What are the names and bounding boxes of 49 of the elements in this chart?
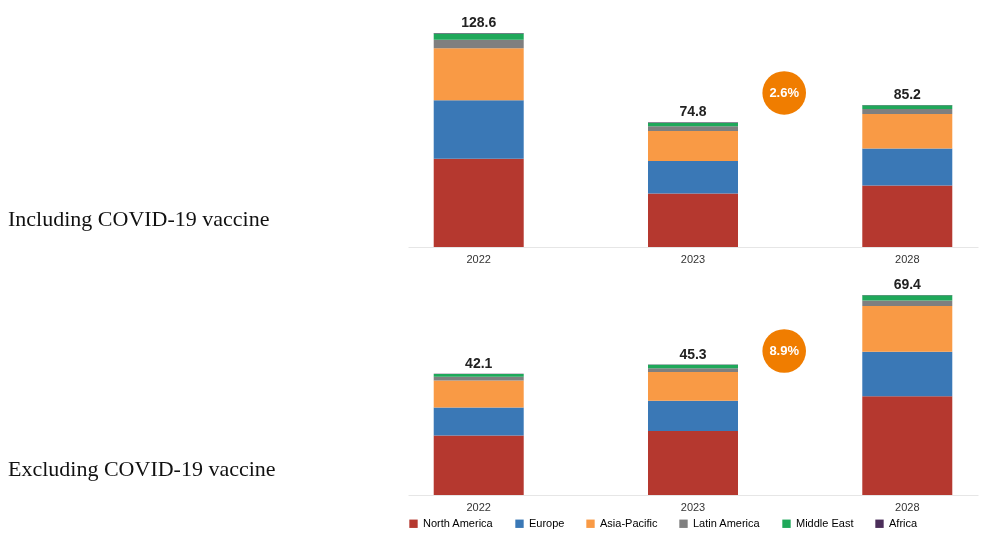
legend-label: Latin America (693, 516, 761, 529)
annotation: 74.8 (679, 103, 707, 120)
legend-label: Africa (889, 516, 918, 529)
x-tick-label: 2023 (680, 500, 706, 513)
annotation: 85.2 (893, 85, 922, 102)
bar (862, 300, 953, 306)
bar (648, 400, 738, 431)
bar (648, 431, 738, 495)
x-tick-label: 2022 (466, 500, 491, 513)
bar (433, 158, 524, 247)
bar (433, 435, 524, 495)
annotation: 128.6 (461, 14, 497, 30)
annotation: 2.6% (769, 84, 800, 100)
bar (433, 380, 524, 408)
bar (862, 108, 953, 114)
x-tick-label: 2023 (680, 252, 706, 265)
y-axis-title: Including COVID-19 vaccine (8, 206, 270, 232)
bar (433, 39, 524, 49)
annotation: 42.1 (465, 354, 493, 371)
bar (433, 376, 524, 381)
bar (648, 126, 738, 132)
bar (648, 131, 738, 161)
annotation: 69.4 (893, 276, 922, 292)
annotation: 45.3 (679, 345, 707, 362)
y-axis-title: Excluding COVID-19 vaccine (8, 456, 276, 481)
bar (433, 407, 524, 436)
legend-label: Middle East (796, 516, 854, 529)
bar (862, 306, 953, 352)
bar (862, 148, 953, 186)
legend-label: North America (423, 516, 494, 529)
bar (862, 185, 953, 247)
bar (862, 295, 953, 301)
legend-label: Asia-Pacific (600, 516, 658, 529)
bar (648, 364, 738, 369)
bar (648, 372, 738, 401)
bar (433, 33, 524, 40)
x-tick-label: 2022 (466, 252, 491, 265)
bar (862, 113, 953, 149)
bar (648, 160, 738, 194)
bar (862, 396, 953, 495)
bar (648, 193, 738, 247)
x-tick-label: 2028 (895, 252, 920, 265)
bar (862, 351, 953, 397)
bar (433, 100, 524, 159)
bar (648, 368, 738, 372)
bar (433, 48, 524, 101)
annotation: 8.9% (769, 343, 800, 358)
x-tick-label: 2028 (895, 500, 920, 513)
legend-label: Europe (529, 516, 565, 529)
